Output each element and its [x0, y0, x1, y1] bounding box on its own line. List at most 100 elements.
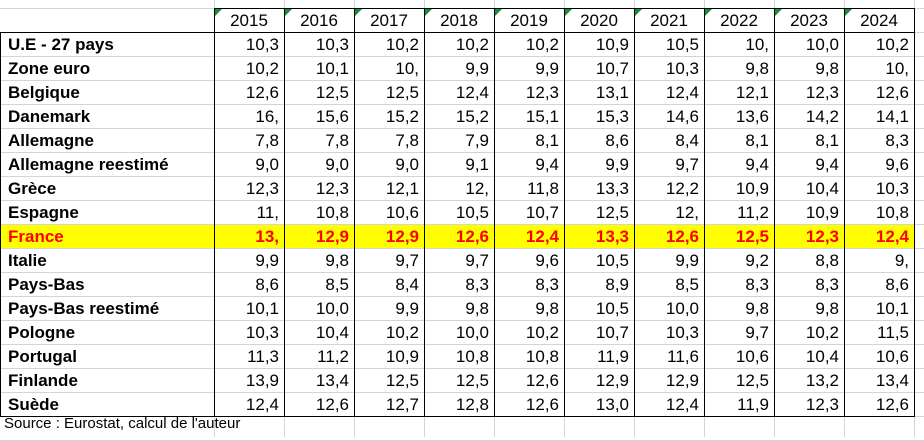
year-header-2016[interactable]: 2016: [300, 11, 338, 30]
value-cell[interactable]: 12,6: [665, 227, 699, 246]
value-cell[interactable]: 12,4: [455, 83, 489, 102]
year-header-2024[interactable]: 2024: [860, 11, 898, 30]
row-label[interactable]: Finlande: [8, 371, 78, 390]
value-cell[interactable]: 9,9: [605, 155, 629, 174]
value-cell[interactable]: 15,3: [595, 107, 629, 126]
value-cell[interactable]: 9,2: [745, 251, 769, 270]
value-cell[interactable]: 12,5: [735, 371, 769, 390]
value-cell[interactable]: 9,8: [815, 299, 839, 318]
value-cell[interactable]: 12,9: [315, 227, 349, 246]
value-cell[interactable]: 12,5: [315, 83, 349, 102]
value-cell[interactable]: 9,7: [395, 251, 419, 270]
value-cell[interactable]: 10,2: [455, 35, 489, 54]
value-cell[interactable]: 10,0: [665, 299, 699, 318]
value-cell[interactable]: 10,1: [315, 59, 349, 78]
year-header-2017[interactable]: 2017: [370, 11, 408, 30]
value-cell[interactable]: 10,4: [805, 347, 839, 366]
value-cell[interactable]: 10,8: [315, 203, 349, 222]
value-cell[interactable]: 11,6: [667, 347, 699, 366]
value-cell[interactable]: 12,3: [805, 83, 839, 102]
value-cell[interactable]: 7,8: [395, 131, 419, 150]
value-cell[interactable]: 14,2: [805, 107, 839, 126]
value-cell[interactable]: 10,2: [385, 35, 419, 54]
row-label[interactable]: Italie: [8, 251, 47, 270]
value-cell[interactable]: 9,4: [815, 155, 839, 174]
value-cell[interactable]: 9,9: [255, 251, 279, 270]
value-cell[interactable]: 9,9: [675, 251, 699, 270]
value-cell[interactable]: 16,: [255, 107, 279, 126]
value-cell[interactable]: 9,4: [535, 155, 559, 174]
value-cell[interactable]: 11,9: [597, 347, 629, 366]
value-cell[interactable]: 10,9: [735, 179, 769, 198]
value-cell[interactable]: 9,0: [325, 155, 349, 174]
value-cell[interactable]: 10,0: [455, 323, 489, 342]
value-cell[interactable]: 10,1: [875, 299, 909, 318]
value-cell[interactable]: 10,3: [245, 323, 279, 342]
row-label[interactable]: Espagne: [8, 203, 79, 222]
value-cell[interactable]: 13,0: [595, 395, 629, 414]
value-cell[interactable]: 12,5: [595, 203, 629, 222]
value-cell[interactable]: 10,6: [875, 347, 909, 366]
value-cell[interactable]: 10,: [745, 35, 769, 54]
value-cell[interactable]: 12,2: [665, 179, 699, 198]
value-cell[interactable]: 12,5: [385, 371, 419, 390]
value-cell[interactable]: 7,8: [325, 131, 349, 150]
value-cell[interactable]: 10,3: [665, 59, 699, 78]
value-cell[interactable]: 15,2: [385, 107, 419, 126]
value-cell[interactable]: 10,2: [875, 35, 909, 54]
year-header-2022[interactable]: 2022: [720, 11, 758, 30]
value-cell[interactable]: 10,5: [595, 299, 629, 318]
year-header-2023[interactable]: 2023: [790, 11, 828, 30]
value-cell[interactable]: 10,2: [805, 323, 839, 342]
value-cell[interactable]: 8,6: [255, 275, 279, 294]
value-cell[interactable]: 11,3: [247, 347, 279, 366]
row-label[interactable]: Suède: [8, 395, 60, 414]
value-cell[interactable]: 12,6: [315, 395, 349, 414]
value-cell[interactable]: 8,5: [675, 275, 699, 294]
value-cell[interactable]: 12,4: [245, 395, 279, 414]
row-label[interactable]: Allemagne: [8, 131, 94, 150]
row-label[interactable]: Pays-Bas: [8, 275, 85, 294]
value-cell[interactable]: 12,9: [385, 227, 419, 246]
value-cell[interactable]: 11,8: [527, 179, 559, 198]
value-cell[interactable]: 13,6: [735, 107, 769, 126]
value-cell[interactable]: 8,3: [885, 131, 909, 150]
value-cell[interactable]: 8,3: [465, 275, 489, 294]
value-cell[interactable]: 8,6: [885, 275, 909, 294]
value-cell[interactable]: 12,5: [385, 83, 419, 102]
value-cell[interactable]: 12,5: [455, 371, 489, 390]
value-cell[interactable]: 10,6: [735, 347, 769, 366]
value-cell[interactable]: 14,6: [665, 107, 699, 126]
value-cell[interactable]: 10,7: [595, 59, 629, 78]
value-cell[interactable]: 12,1: [385, 179, 419, 198]
value-cell[interactable]: 13,3: [595, 227, 629, 246]
value-cell[interactable]: 12,3: [525, 83, 559, 102]
year-header-2019[interactable]: 2019: [510, 11, 548, 30]
row-label[interactable]: Pays-Bas reestimé: [8, 299, 160, 318]
value-cell[interactable]: 9,8: [745, 299, 769, 318]
row-label[interactable]: Allemagne reestimé: [8, 155, 169, 174]
value-cell[interactable]: 10,8: [875, 203, 909, 222]
value-cell[interactable]: 9,8: [325, 251, 349, 270]
value-cell[interactable]: 12,: [465, 179, 489, 198]
value-cell[interactable]: 12,4: [525, 227, 559, 246]
value-cell[interactable]: 15,6: [315, 107, 349, 126]
value-cell[interactable]: 9,: [894, 251, 909, 270]
row-label[interactable]: Pologne: [8, 323, 76, 342]
value-cell[interactable]: 10,5: [665, 35, 699, 54]
row-label[interactable]: Danemark: [8, 107, 91, 126]
value-cell[interactable]: 10,9: [595, 35, 629, 54]
row-label[interactable]: France: [8, 227, 64, 246]
row-label[interactable]: Belgique: [8, 83, 80, 102]
value-cell[interactable]: 8,8: [815, 251, 839, 270]
value-cell[interactable]: 13,3: [595, 179, 629, 198]
value-cell[interactable]: 9,8: [535, 299, 559, 318]
value-cell[interactable]: 12,6: [245, 83, 279, 102]
value-cell[interactable]: 8,4: [675, 131, 699, 150]
value-cell[interactable]: 9,7: [675, 155, 699, 174]
value-cell[interactable]: 12,3: [245, 179, 279, 198]
value-cell[interactable]: 13,: [255, 227, 279, 246]
value-cell[interactable]: 12,1: [735, 83, 769, 102]
value-cell[interactable]: 11,9: [737, 395, 769, 414]
